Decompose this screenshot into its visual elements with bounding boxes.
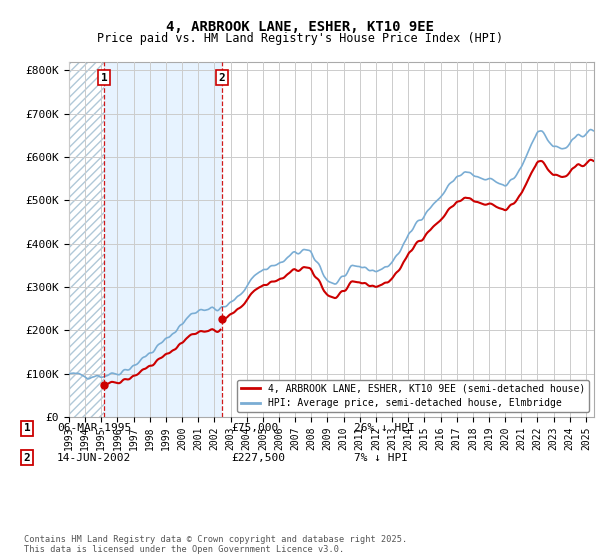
Text: 1: 1 [23,423,31,433]
Text: £75,000: £75,000 [231,423,278,433]
Legend: 4, ARBROOK LANE, ESHER, KT10 9EE (semi-detached house), HPI: Average price, semi: 4, ARBROOK LANE, ESHER, KT10 9EE (semi-d… [237,380,589,412]
Text: 7% ↓ HPI: 7% ↓ HPI [354,452,408,463]
Bar [104,62,221,417]
Text: 2: 2 [23,452,31,463]
Text: Price paid vs. HM Land Registry's House Price Index (HPI): Price paid vs. HM Land Registry's House … [97,32,503,45]
Text: 4, ARBROOK LANE, ESHER, KT10 9EE: 4, ARBROOK LANE, ESHER, KT10 9EE [166,20,434,34]
Text: 14-JUN-2002: 14-JUN-2002 [57,452,131,463]
Text: 1: 1 [101,73,107,83]
Text: 26% ↓ HPI: 26% ↓ HPI [354,423,415,433]
Text: 2: 2 [218,73,225,83]
Text: Contains HM Land Registry data © Crown copyright and database right 2025.
This d: Contains HM Land Registry data © Crown c… [24,535,407,554]
Text: £227,500: £227,500 [231,452,285,463]
Text: 06-MAR-1995: 06-MAR-1995 [57,423,131,433]
